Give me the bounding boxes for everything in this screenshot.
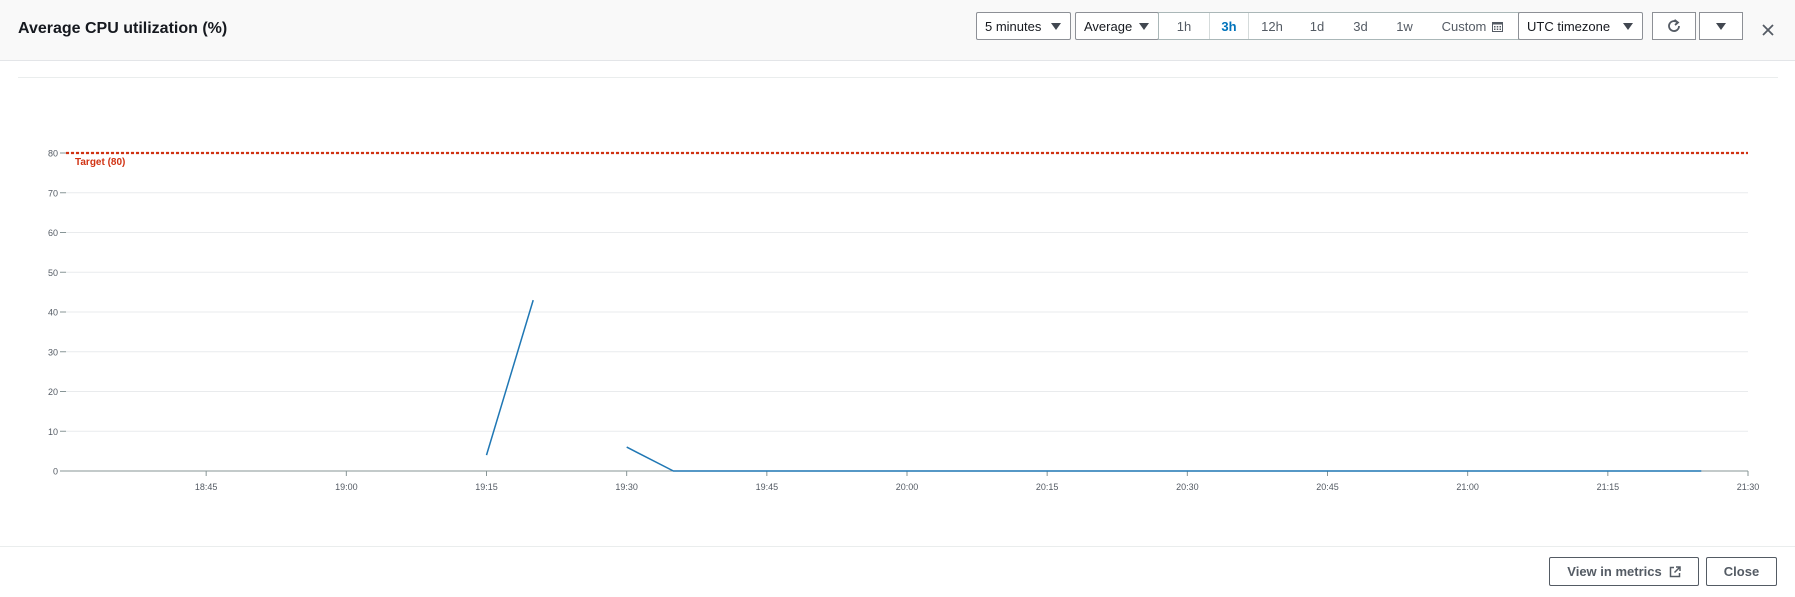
x-tick-label: 19:45 — [756, 482, 779, 492]
range-12h[interactable]: 12h — [1261, 18, 1283, 34]
y-tick-label: 80 — [48, 149, 58, 159]
range-1h[interactable]: 1h — [1176, 18, 1192, 34]
timezone-select[interactable]: UTC timezone — [1518, 12, 1643, 40]
series-line — [626, 446, 1702, 472]
view-in-metrics-button[interactable]: View in metrics — [1549, 557, 1699, 586]
range-custom[interactable]: Custom — [1427, 13, 1518, 39]
close-icon[interactable] — [1756, 18, 1780, 42]
x-tick-label: 19:30 — [615, 482, 638, 492]
caret-down-icon — [1716, 22, 1726, 30]
cpu-utilization-chart: 0 10 20 30 40 50 60 70 80 18:45 19:00 19:15 19:30 19:… — [48, 149, 1759, 493]
y-tick-label: 50 — [48, 268, 58, 278]
external-link-icon — [1669, 565, 1681, 577]
y-tick-label: 70 — [48, 188, 58, 198]
statistic-select[interactable]: Average — [1075, 12, 1159, 40]
view-in-metrics-label: View in metrics — [1567, 564, 1662, 579]
time-range-group: 1h 3h 12h 1d 3d 1w Custom — [1158, 12, 1519, 40]
range-1d[interactable]: 1d — [1309, 18, 1325, 34]
refresh-icon — [1668, 19, 1680, 32]
x-tick-label: 20:15 — [1036, 482, 1059, 492]
axes: 0 10 20 30 40 50 60 70 80 18:45 19:00 19:15 19:30 19:… — [48, 149, 1759, 493]
divider — [18, 77, 1778, 78]
caret-down-icon — [1051, 23, 1061, 30]
y-tick-label: 30 — [48, 347, 58, 357]
x-tick-label: 19:15 — [475, 482, 498, 492]
caret-down-icon — [1623, 23, 1633, 30]
calendar-icon — [1492, 21, 1504, 32]
x-tick-label: 19:00 — [335, 482, 358, 492]
period-select[interactable]: 5 minutes — [976, 12, 1071, 40]
x-tick-label: 21:30 — [1737, 482, 1760, 492]
divider — [0, 546, 1795, 547]
close-button[interactable]: Close — [1706, 557, 1777, 586]
range-custom-label: Custom — [1441, 18, 1487, 34]
y-tick-label: 60 — [48, 228, 58, 238]
refresh-options-button[interactable] — [1699, 12, 1743, 40]
x-tick-label: 20:30 — [1176, 482, 1199, 492]
x-tick-label: 20:45 — [1316, 482, 1339, 492]
y-tick-label: 0 — [53, 467, 58, 477]
statistic-select-value: Average — [1084, 18, 1133, 34]
x-tick-label: 21:00 — [1456, 482, 1479, 492]
threshold-label: Target (80) — [75, 157, 125, 168]
series-lines — [485, 299, 1702, 472]
x-tick-label: 20:00 — [896, 482, 919, 492]
x-tick-label: 18:45 — [195, 482, 218, 492]
y-tick-label: 20 — [48, 387, 58, 397]
widget-header: Average CPU utilization (%) 5 minutes Av… — [0, 0, 1795, 61]
timezone-select-value: UTC timezone — [1527, 18, 1611, 34]
series-line — [485, 299, 534, 456]
y-tick-label: 40 — [48, 308, 58, 318]
range-3d[interactable]: 3d — [1353, 18, 1368, 34]
range-1w[interactable]: 1w — [1396, 18, 1413, 34]
x-tick-label: 21:15 — [1597, 482, 1620, 492]
range-3h[interactable]: 3h — [1209, 13, 1249, 39]
y-tick-label: 10 — [48, 427, 58, 437]
threshold: Target (80) — [66, 151, 1748, 168]
grid-lines — [66, 152, 1748, 432]
refresh-button[interactable] — [1652, 12, 1696, 40]
widget-title: Average CPU utilization (%) — [18, 20, 228, 37]
caret-down-icon — [1139, 23, 1149, 30]
period-select-value: 5 minutes — [985, 18, 1042, 34]
